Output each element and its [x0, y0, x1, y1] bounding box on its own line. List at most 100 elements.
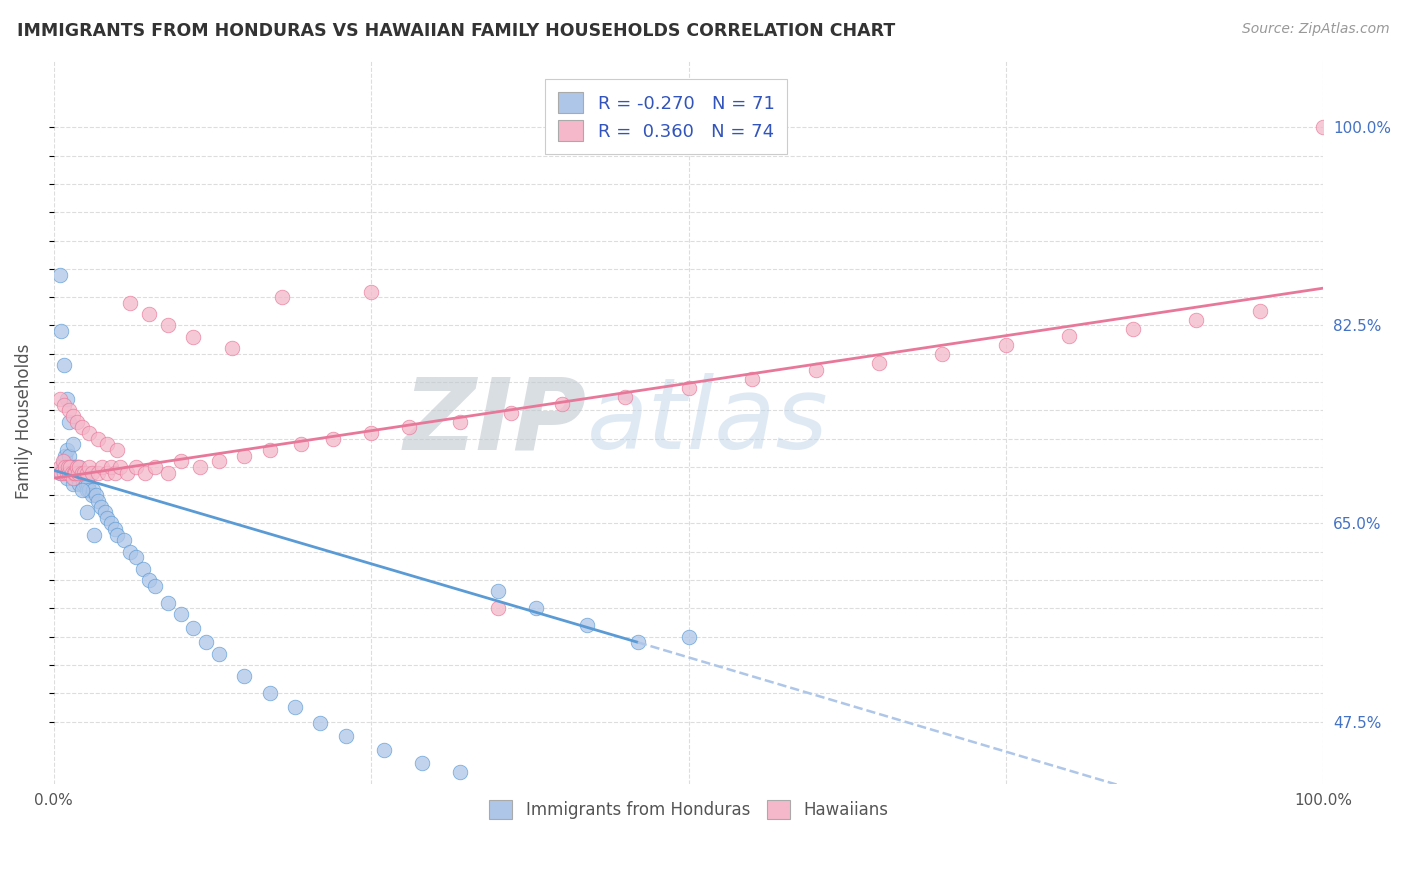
Point: [108, 459, 131, 474]
Point: [134, 466, 156, 480]
Point: [53, 466, 76, 480]
Point: [221, 341, 243, 355]
Point: [157, 596, 180, 610]
Point: [49, 459, 72, 474]
Point: [69, 466, 91, 480]
Point: [58, 403, 80, 417]
Point: [56, 459, 79, 474]
Point: [52, 454, 75, 468]
Point: [55, 466, 77, 480]
Point: [53, 459, 76, 474]
Point: [58, 415, 80, 429]
Point: [550, 396, 572, 410]
Point: [55, 471, 77, 485]
Point: [486, 584, 509, 599]
Point: [76, 466, 98, 480]
Point: [614, 390, 637, 404]
Point: [73, 471, 96, 485]
Point: [931, 347, 953, 361]
Point: [188, 459, 211, 474]
Point: [322, 432, 344, 446]
Point: [87, 432, 110, 446]
Point: [58, 466, 80, 480]
Point: [66, 466, 89, 480]
Point: [157, 318, 180, 333]
Point: [309, 715, 332, 730]
Point: [104, 522, 127, 536]
Text: ZIP: ZIP: [404, 373, 586, 470]
Point: [62, 437, 84, 451]
Point: [145, 459, 167, 474]
Point: [67, 459, 90, 474]
Point: [125, 459, 148, 474]
Point: [138, 573, 160, 587]
Point: [373, 743, 395, 757]
Point: [70, 471, 93, 485]
Point: [58, 449, 80, 463]
Point: [131, 562, 153, 576]
Point: [63, 466, 86, 480]
Point: [125, 550, 148, 565]
Point: [105, 442, 128, 457]
Point: [56, 459, 79, 474]
Point: [486, 601, 509, 615]
Point: [1312, 120, 1334, 135]
Point: [63, 471, 86, 485]
Point: [157, 466, 180, 480]
Text: Source: ZipAtlas.com: Source: ZipAtlas.com: [1241, 22, 1389, 37]
Point: [80, 488, 103, 502]
Point: [67, 476, 90, 491]
Point: [208, 454, 231, 468]
Point: [360, 285, 382, 299]
Point: [170, 607, 193, 621]
Point: [678, 381, 700, 395]
Point: [233, 449, 256, 463]
Point: [259, 442, 281, 457]
Point: [79, 483, 101, 497]
Point: [994, 337, 1017, 351]
Point: [100, 459, 122, 474]
Point: [75, 476, 97, 491]
Point: [91, 459, 114, 474]
Point: [49, 392, 72, 406]
Point: [335, 729, 357, 743]
Point: [145, 579, 167, 593]
Point: [449, 415, 471, 429]
Point: [66, 466, 89, 480]
Y-axis label: Family Households: Family Households: [15, 344, 32, 500]
Point: [627, 635, 650, 649]
Point: [96, 511, 118, 525]
Point: [59, 459, 82, 474]
Point: [183, 330, 205, 344]
Point: [70, 420, 93, 434]
Point: [65, 459, 87, 474]
Point: [112, 533, 135, 548]
Point: [868, 356, 890, 370]
Point: [60, 466, 83, 480]
Point: [51, 324, 73, 338]
Point: [66, 459, 89, 474]
Point: [84, 488, 107, 502]
Point: [1249, 303, 1271, 318]
Point: [360, 425, 382, 440]
Point: [118, 296, 141, 310]
Point: [170, 454, 193, 468]
Point: [51, 466, 73, 480]
Point: [93, 505, 115, 519]
Point: [96, 466, 118, 480]
Point: [76, 505, 98, 519]
Point: [83, 528, 105, 542]
Point: [118, 545, 141, 559]
Point: [53, 454, 76, 468]
Point: [259, 686, 281, 700]
Point: [741, 372, 763, 386]
Point: [66, 459, 89, 474]
Point: [49, 466, 72, 480]
Point: [804, 362, 827, 376]
Point: [49, 268, 72, 282]
Point: [72, 476, 94, 491]
Point: [53, 449, 76, 463]
Point: [79, 425, 101, 440]
Point: [80, 466, 103, 480]
Point: [82, 483, 104, 497]
